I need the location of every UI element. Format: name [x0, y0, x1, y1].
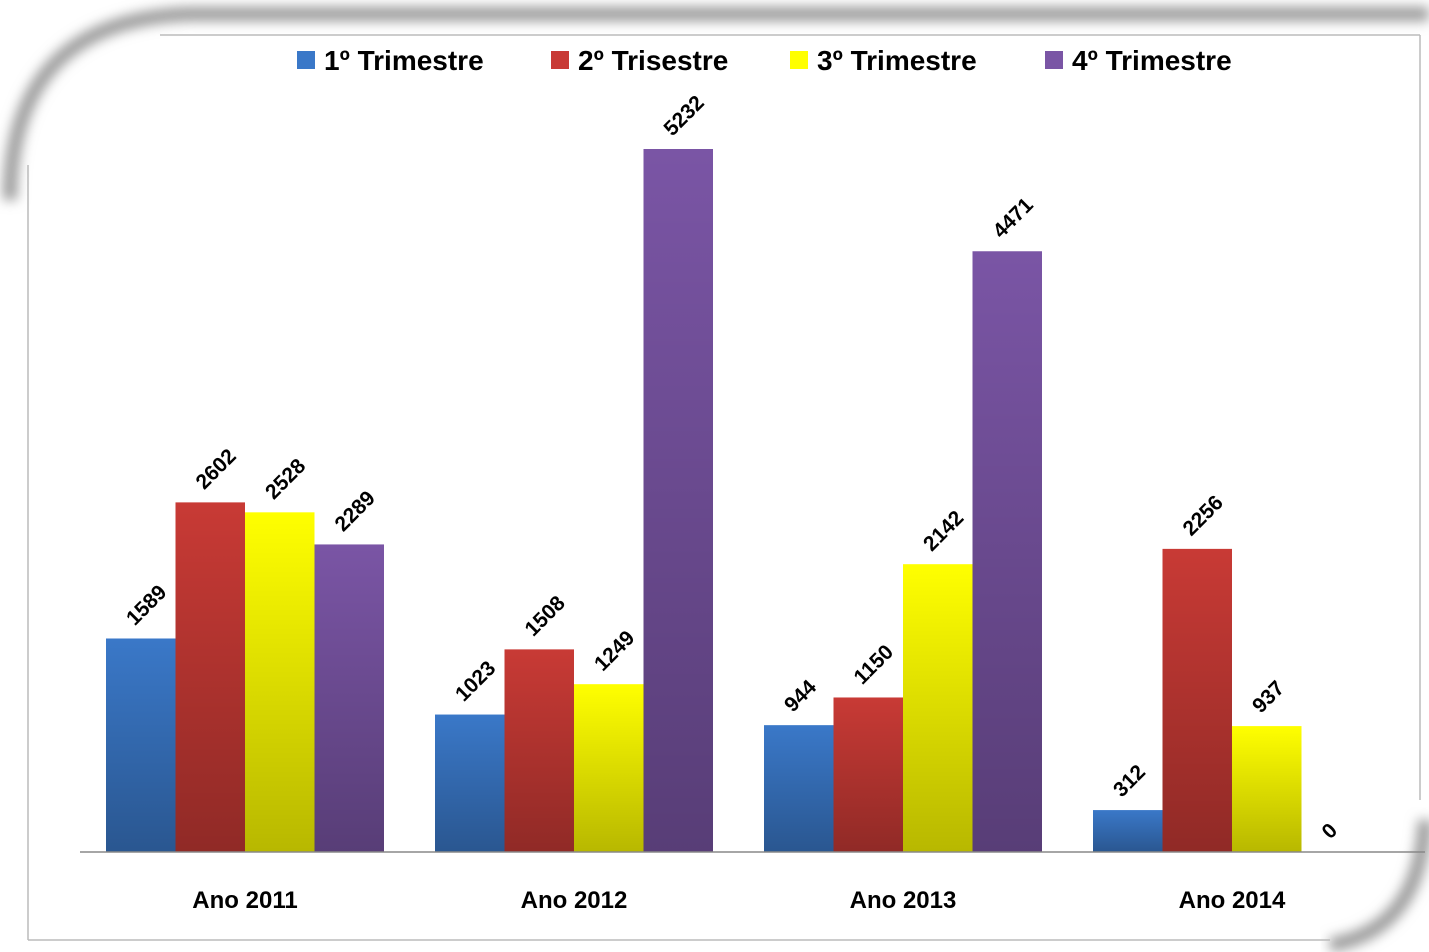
bar-shade — [245, 512, 315, 852]
bar-shade — [175, 502, 245, 852]
legend-swatch — [297, 51, 315, 69]
legend-swatch — [1045, 51, 1063, 69]
data-label: 2289 — [331, 487, 380, 536]
bar-shade — [833, 697, 903, 852]
data-label: 5232 — [660, 91, 709, 140]
legend-swatch — [551, 51, 569, 69]
data-label: 1589 — [122, 581, 171, 630]
bar-shade — [764, 725, 834, 852]
frame-shadow — [3, 7, 1429, 201]
data-label: 0 — [1318, 819, 1343, 844]
x-tick-label: Ano 2012 — [521, 887, 628, 914]
bar-shade — [574, 684, 644, 852]
bar-shade — [903, 564, 973, 852]
data-label: 1249 — [590, 626, 639, 675]
data-label: 937 — [1248, 677, 1289, 718]
legend-label: 3º Trimestre — [817, 45, 977, 76]
data-label: 1150 — [850, 641, 898, 689]
bar-shade — [643, 149, 713, 852]
legend-label: 2º Trisestre — [578, 45, 728, 76]
legend-label: 1º Trimestre — [324, 45, 484, 76]
data-label: 2256 — [1179, 491, 1228, 540]
bar-shade — [972, 251, 1042, 853]
data-label: 312 — [1109, 761, 1150, 802]
frame-shadow — [1328, 819, 1429, 952]
bar-shade — [314, 544, 384, 852]
x-tick-label: Ano 2011 — [192, 887, 297, 914]
legend-swatch — [790, 51, 808, 69]
bar-shade — [504, 649, 574, 852]
data-label: 1508 — [521, 591, 571, 641]
data-label: 2602 — [192, 445, 241, 494]
data-label: 1023 — [451, 657, 500, 706]
data-label: 944 — [780, 675, 821, 716]
bar-shade — [1093, 810, 1163, 852]
bar-shade — [106, 638, 176, 852]
data-label: 2142 — [919, 506, 968, 555]
data-label: 4471 — [989, 193, 1039, 243]
bar-shade — [435, 714, 505, 852]
data-label: 2528 — [261, 454, 311, 504]
legend-label: 4º Trimestre — [1072, 45, 1232, 76]
x-tick-label: Ano 2013 — [850, 887, 957, 914]
bar-shade — [1162, 548, 1232, 852]
x-tick-label: Ano 2014 — [1179, 887, 1286, 914]
bar-shade — [1232, 726, 1302, 852]
